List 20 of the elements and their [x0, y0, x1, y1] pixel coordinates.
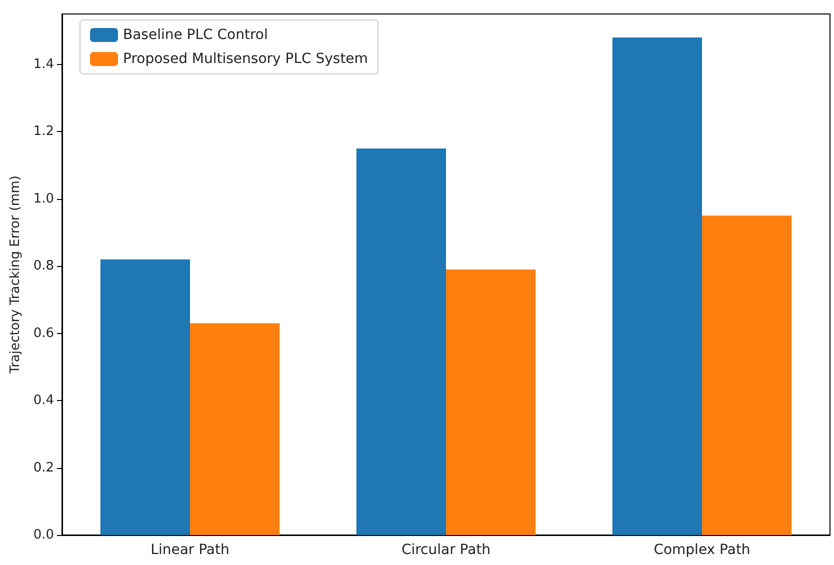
legend-label: Proposed Multisensory PLC System — [123, 51, 368, 67]
y-tick-label: 1.2 — [33, 124, 54, 140]
bar — [446, 269, 536, 535]
y-tick-label: 0.4 — [33, 393, 54, 408]
x-tick-label: Circular Path — [401, 542, 491, 558]
bar — [612, 38, 702, 535]
y-tick-label: 1.0 — [33, 191, 54, 206]
bar — [190, 323, 280, 535]
y-axis-title: Trajectory Tracking Error (mm) — [8, 176, 23, 374]
bar — [356, 148, 446, 535]
x-tick-label: Linear Path — [150, 542, 230, 558]
legend-label: Baseline PLC Control — [123, 27, 268, 43]
y-tick-label: 0.6 — [33, 326, 54, 341]
x-tick-label: Complex Path — [654, 542, 750, 558]
y-tick-label: 1.4 — [33, 56, 54, 72]
y-tick-label: 0.2 — [33, 460, 54, 476]
y-tick-label: 0.0 — [33, 528, 54, 542]
bar — [702, 216, 792, 535]
bar — [100, 259, 190, 535]
y-tick-label: 0.8 — [33, 258, 54, 274]
